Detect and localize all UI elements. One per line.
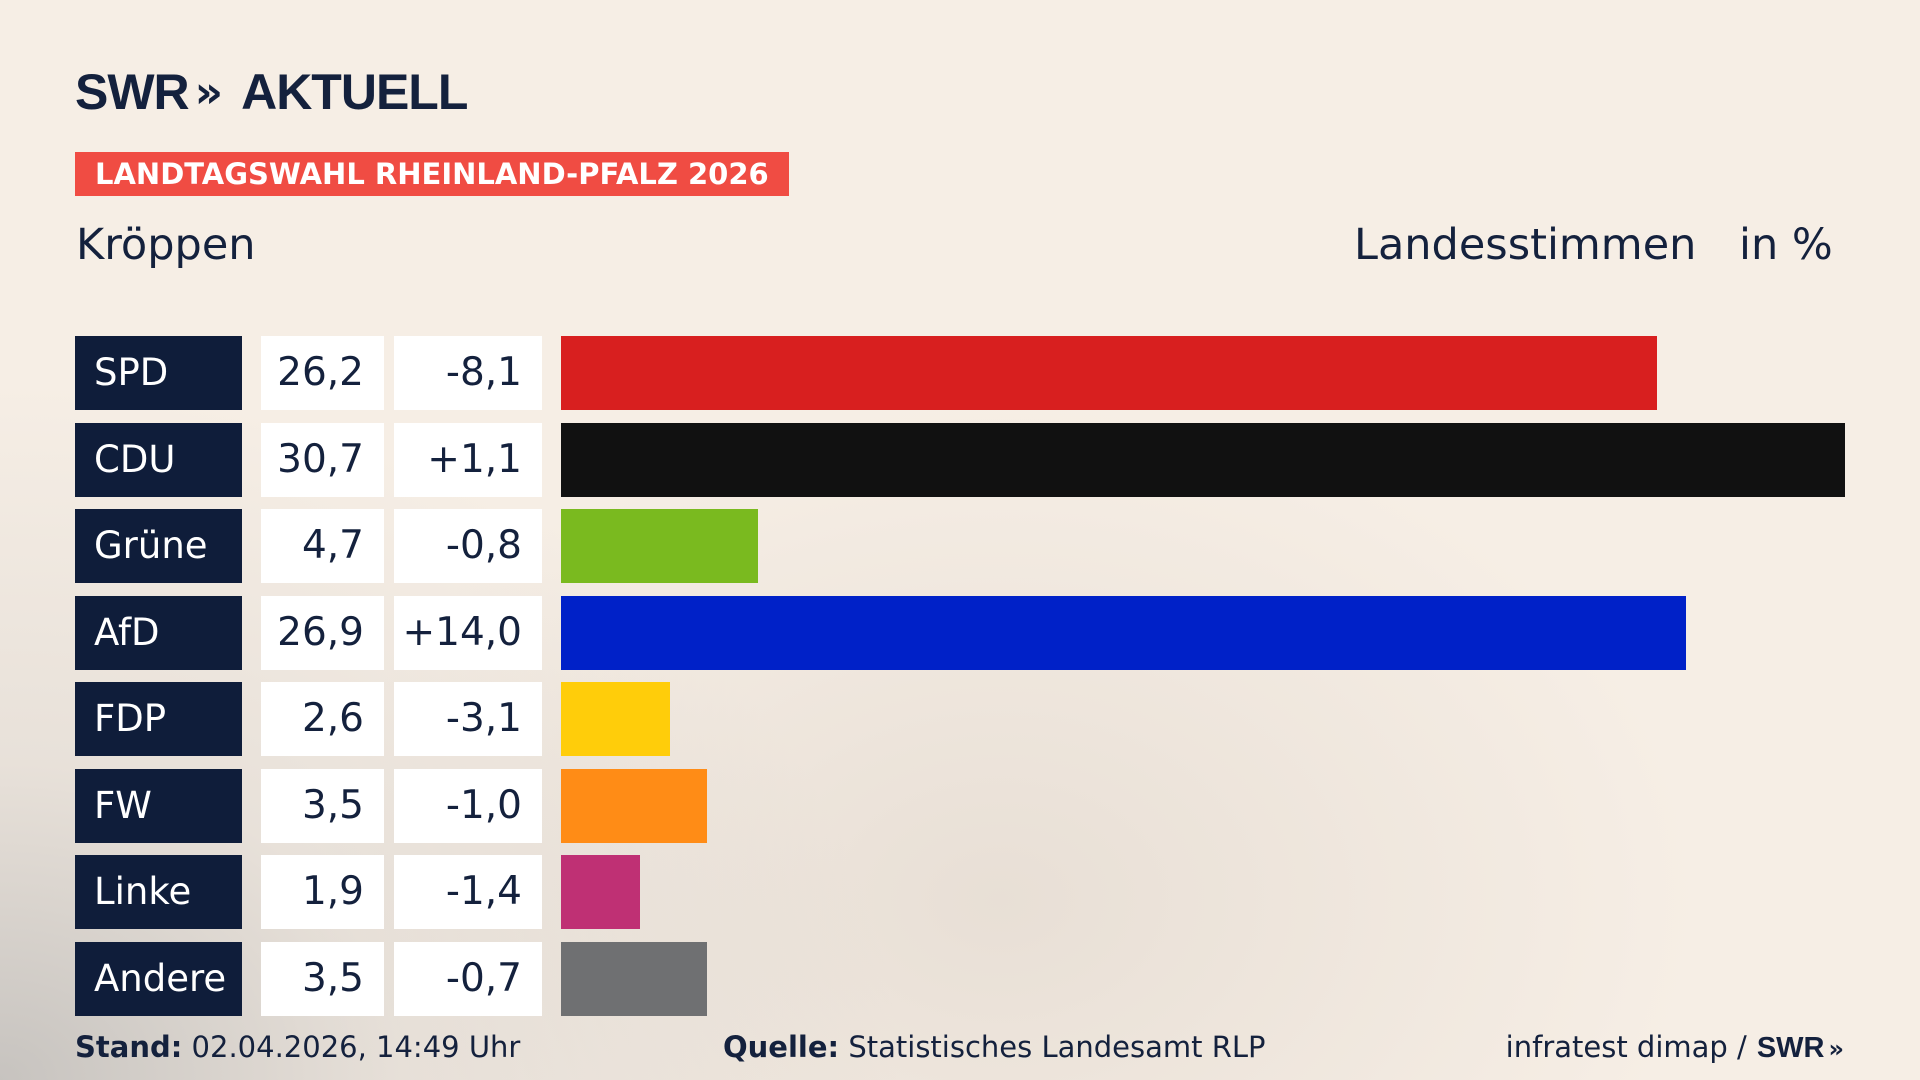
party-label: AfD — [75, 595, 242, 670]
swr-aktuell-logo: SWR » AKTUELL — [75, 62, 468, 122]
logo-double-chevron-icon: » — [194, 66, 224, 118]
diff-label: -8,1 — [394, 336, 542, 410]
diff-label: -0,8 — [394, 509, 542, 583]
result-row: Grüne 4,7 -0,8 — [75, 509, 1845, 583]
place-title: Kröppen — [76, 220, 256, 270]
bar — [561, 422, 1845, 497]
party-label: Linke — [75, 855, 242, 929]
bar — [561, 682, 670, 756]
measure-label: Landesstimmen — [1354, 220, 1697, 270]
bar — [561, 595, 1686, 670]
footer-credit: infratest dimap / SWR » — [1506, 1030, 1844, 1065]
source-label: Quelle: — [723, 1030, 840, 1064]
value-label: 3,5 — [261, 941, 384, 1016]
diff-label: -1,4 — [394, 855, 542, 929]
result-row: CDU 30,7 +1,1 — [75, 422, 1845, 497]
bar — [561, 509, 758, 583]
value-label: 26,9 — [261, 595, 384, 670]
footer-stand: Stand: 02.04.2026, 14:49 Uhr — [75, 1030, 520, 1064]
bar — [561, 941, 707, 1016]
bar — [561, 768, 707, 843]
stand-value: 02.04.2026, 14:49 Uhr — [191, 1030, 521, 1064]
value-label: 26,2 — [261, 336, 384, 410]
logo-aktuell-text: AKTUELL — [241, 64, 468, 120]
source-value: Statistisches Landesamt RLP — [848, 1030, 1266, 1064]
stand-label: Stand: — [75, 1030, 183, 1064]
credit-double-chevron-icon: » — [1828, 1035, 1844, 1063]
value-label: 1,9 — [261, 855, 384, 929]
diff-label: +14,0 — [394, 595, 542, 670]
footer-source: Quelle: Statistisches Landesamt RLP — [723, 1030, 1266, 1064]
result-row: SPD 26,2 -8,1 — [75, 336, 1845, 410]
party-label: Grüne — [75, 509, 242, 583]
result-row: AfD 26,9 +14,0 — [75, 595, 1845, 670]
result-row: FW 3,5 -1,0 — [75, 768, 1845, 843]
value-label: 3,5 — [261, 768, 384, 843]
result-row: Andere 3,5 -0,7 — [75, 941, 1845, 1016]
diff-label: -3,1 — [394, 682, 542, 756]
logo-swr-text: SWR — [75, 64, 190, 120]
diff-label: -1,0 — [394, 768, 542, 843]
diff-label: +1,1 — [394, 422, 542, 497]
value-label: 4,7 — [261, 509, 384, 583]
credit-text: infratest dimap / — [1505, 1030, 1747, 1064]
value-label: 30,7 — [261, 422, 384, 497]
bar — [561, 336, 1657, 410]
party-label: SPD — [75, 336, 242, 410]
unit-label: in % — [1739, 220, 1833, 270]
value-label: 2,6 — [261, 682, 384, 756]
party-label: FW — [75, 768, 242, 843]
diff-label: -0,7 — [394, 941, 542, 1016]
party-label: CDU — [75, 422, 242, 497]
result-row: Linke 1,9 -1,4 — [75, 855, 1845, 929]
party-label: Andere — [75, 941, 242, 1016]
results-chart: SPD 26,2 -8,1 CDU 30,7 +1,1 Grüne 4,7 -0,8 AfD 26,… — [75, 336, 1845, 1028]
election-badge: LANDTAGSWAHL RHEINLAND-PFALZ 2026 — [75, 152, 789, 196]
bar — [561, 855, 640, 929]
result-row: FDP 2,6 -3,1 — [75, 682, 1845, 756]
credit-swr-logo: SWR — [1756, 1032, 1825, 1064]
party-label: FDP — [75, 682, 242, 756]
